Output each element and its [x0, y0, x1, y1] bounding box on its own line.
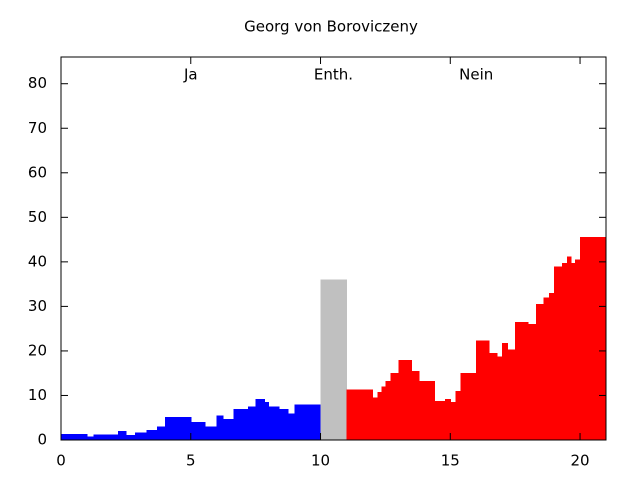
bar [118, 431, 127, 440]
bar [164, 416, 192, 440]
bar [445, 399, 451, 440]
bar [543, 297, 550, 440]
bar [554, 266, 563, 440]
bar [515, 321, 529, 440]
bar [561, 262, 568, 440]
y-tick-label: 30 [28, 297, 47, 315]
region-label: Nein [459, 66, 493, 84]
bar [223, 419, 235, 440]
bar [502, 342, 508, 440]
bar [255, 399, 266, 440]
bar [279, 408, 283, 440]
region-label: Enth. [314, 66, 353, 84]
bar [390, 373, 399, 440]
chart-title: Georg von Boroviczeny [244, 18, 418, 36]
y-tick-label: 0 [37, 431, 47, 449]
y-tick-label: 40 [28, 252, 47, 270]
bar [86, 436, 94, 440]
x-tick-label: 20 [571, 452, 590, 470]
bar [146, 429, 158, 440]
bar [61, 433, 88, 440]
bar [247, 406, 257, 440]
bar [455, 391, 462, 440]
bar [489, 353, 498, 440]
bar [134, 432, 148, 440]
bar [497, 356, 503, 440]
y-tick-label: 20 [28, 341, 47, 359]
bar [157, 426, 166, 440]
y-tick-label: 10 [28, 386, 47, 404]
x-tick-label: 0 [56, 452, 66, 470]
bar [476, 340, 490, 440]
x-tick-label: 5 [186, 452, 196, 470]
bar [93, 434, 119, 440]
bar [450, 402, 456, 440]
bar [125, 435, 136, 440]
bar [548, 293, 555, 440]
bar [580, 236, 607, 440]
bar [190, 422, 206, 440]
x-tick-label: 10 [311, 452, 330, 470]
bar [398, 359, 412, 440]
bar [419, 380, 428, 440]
bar [233, 408, 249, 440]
bar [268, 406, 280, 440]
y-tick-label: 60 [28, 163, 47, 181]
bar [264, 402, 270, 440]
bar [426, 380, 436, 440]
bar [507, 349, 516, 440]
bar [281, 408, 289, 440]
y-tick-label: 50 [28, 208, 47, 226]
bar [535, 304, 545, 440]
bar [411, 370, 420, 440]
bar [460, 373, 477, 440]
y-tick-label: 70 [28, 119, 47, 137]
bar [434, 400, 446, 440]
bar [377, 391, 383, 440]
bar [567, 256, 572, 440]
region-label: Ja [183, 66, 198, 84]
bar [320, 279, 347, 440]
bar [216, 415, 224, 440]
x-tick-label: 15 [441, 452, 460, 470]
y-tick-label: 80 [28, 74, 47, 92]
bar [372, 397, 379, 440]
bar [528, 324, 537, 440]
bar [288, 413, 296, 440]
bar [294, 404, 322, 440]
bar [381, 386, 386, 440]
bar [346, 389, 373, 440]
bar [570, 262, 576, 440]
bar [385, 380, 392, 440]
bar [574, 259, 581, 440]
bar [205, 426, 218, 440]
plot-frame [60, 56, 607, 441]
